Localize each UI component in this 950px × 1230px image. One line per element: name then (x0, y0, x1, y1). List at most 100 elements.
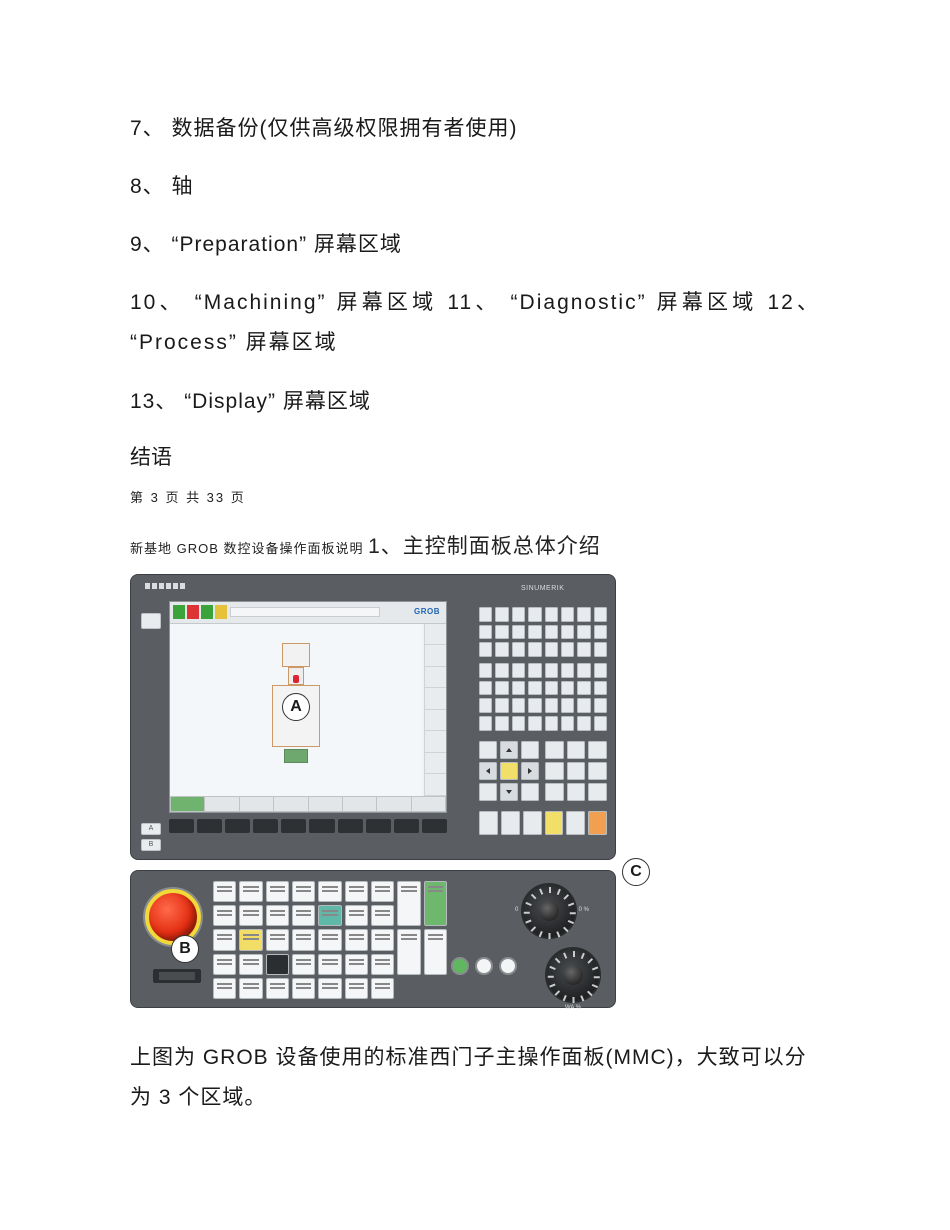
key[interactable] (577, 642, 590, 657)
feed-override-dial[interactable]: 0 0 % (521, 883, 577, 939)
key[interactable] (594, 607, 607, 622)
key[interactable] (561, 625, 574, 640)
key[interactable] (479, 642, 492, 657)
mcp-button[interactable] (213, 978, 236, 999)
key[interactable] (577, 698, 590, 713)
mcp-button[interactable] (266, 905, 289, 926)
vsoftkey[interactable] (424, 645, 446, 667)
key[interactable] (577, 716, 590, 731)
key[interactable] (521, 741, 539, 759)
key[interactable] (545, 716, 558, 731)
hsoftkey[interactable] (308, 796, 342, 812)
key[interactable] (577, 681, 590, 696)
hw-softkey[interactable] (309, 819, 334, 833)
mcp-button[interactable] (292, 905, 315, 926)
vsoftkey[interactable] (424, 774, 446, 796)
key[interactable] (545, 681, 558, 696)
key[interactable] (588, 741, 607, 759)
hw-softkey[interactable] (366, 819, 391, 833)
spindle-override-dial[interactable]: WA % (545, 947, 601, 1003)
hsoftkey[interactable] (239, 796, 273, 812)
key[interactable] (561, 681, 574, 696)
key[interactable] (577, 607, 590, 622)
mcp-button[interactable] (213, 881, 236, 902)
mcp-button[interactable] (266, 978, 289, 999)
key[interactable] (545, 607, 558, 622)
key[interactable] (594, 698, 607, 713)
hsoftkey[interactable] (273, 796, 307, 812)
mcp-button[interactable] (239, 905, 262, 926)
key[interactable] (521, 783, 539, 801)
hw-softkey[interactable] (394, 819, 419, 833)
hw-softkey[interactable] (253, 819, 278, 833)
key[interactable] (545, 762, 564, 780)
key[interactable] (528, 663, 541, 678)
hsoftkey[interactable] (342, 796, 376, 812)
key[interactable] (479, 741, 497, 759)
mcp-button[interactable] (371, 881, 394, 902)
key[interactable] (495, 625, 508, 640)
arrow-down-key[interactable] (500, 783, 518, 801)
key[interactable] (495, 681, 508, 696)
mcp-button[interactable] (318, 881, 341, 902)
key[interactable] (479, 681, 492, 696)
mcp-button[interactable] (213, 905, 236, 926)
key[interactable] (594, 716, 607, 731)
key[interactable] (528, 642, 541, 657)
mcp-button[interactable] (292, 929, 315, 950)
key[interactable] (594, 663, 607, 678)
mcp-button[interactable] (292, 881, 315, 902)
key[interactable] (528, 681, 541, 696)
key[interactable] (545, 811, 564, 835)
key[interactable] (528, 698, 541, 713)
key[interactable] (577, 625, 590, 640)
mcp-button[interactable] (345, 881, 368, 902)
hsoftkey[interactable] (170, 796, 204, 812)
hw-softkey[interactable] (422, 819, 447, 833)
mcp-button[interactable] (345, 905, 368, 926)
arrow-right-key[interactable] (521, 762, 539, 780)
mcp-button[interactable] (266, 881, 289, 902)
key[interactable] (512, 607, 525, 622)
hsoftkey[interactable] (204, 796, 238, 812)
key[interactable] (528, 625, 541, 640)
key[interactable] (545, 642, 558, 657)
mcp-button[interactable] (424, 881, 447, 926)
round-button[interactable] (475, 957, 493, 975)
key[interactable] (495, 607, 508, 622)
mcp-button[interactable] (239, 978, 262, 999)
key[interactable] (495, 663, 508, 678)
hsoftkey[interactable] (376, 796, 410, 812)
key[interactable] (561, 698, 574, 713)
key[interactable] (545, 663, 558, 678)
key[interactable] (594, 681, 607, 696)
mcp-button[interactable] (371, 905, 394, 926)
mcp-button[interactable] (292, 954, 315, 975)
vsoftkey[interactable] (424, 624, 446, 646)
key[interactable] (545, 698, 558, 713)
round-button[interactable] (499, 957, 517, 975)
key[interactable] (561, 716, 574, 731)
mcp-button[interactable] (371, 954, 394, 975)
key[interactable] (594, 625, 607, 640)
key[interactable] (545, 783, 564, 801)
mcp-button[interactable] (345, 978, 368, 999)
vsoftkey[interactable] (424, 710, 446, 732)
key[interactable] (479, 811, 498, 835)
key[interactable] (512, 625, 525, 640)
hw-softkey[interactable] (197, 819, 222, 833)
key[interactable] (479, 607, 492, 622)
arrow-left-key[interactable] (479, 762, 497, 780)
key[interactable] (594, 642, 607, 657)
mcp-button[interactable] (397, 881, 420, 926)
mcp-button[interactable] (318, 905, 341, 926)
hw-softkey[interactable] (338, 819, 363, 833)
key[interactable] (561, 607, 574, 622)
key[interactable] (545, 741, 564, 759)
vsoftkey[interactable] (424, 753, 446, 775)
key[interactable] (588, 762, 607, 780)
key[interactable] (561, 642, 574, 657)
key[interactable] (523, 811, 542, 835)
vsoftkey[interactable] (424, 731, 446, 753)
key[interactable] (495, 642, 508, 657)
